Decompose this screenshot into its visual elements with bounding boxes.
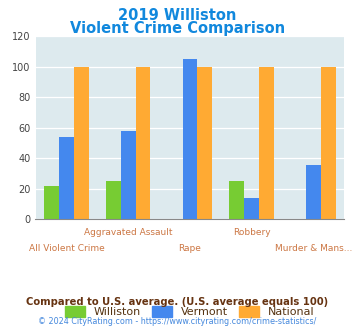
Bar — [121, 131, 136, 219]
Bar — [182, 59, 197, 219]
Legend: Williston, Vermont, National: Williston, Vermont, National — [61, 302, 319, 322]
Bar — [259, 67, 274, 219]
Text: All Violent Crime: All Violent Crime — [28, 244, 104, 253]
Text: Murder & Mans...: Murder & Mans... — [275, 244, 352, 253]
Bar — [44, 186, 59, 219]
Bar — [74, 67, 89, 219]
Bar — [306, 164, 321, 219]
Text: Violent Crime Comparison: Violent Crime Comparison — [70, 21, 285, 36]
Bar — [244, 198, 259, 219]
Bar — [136, 67, 151, 219]
Bar — [197, 67, 212, 219]
Text: Robbery: Robbery — [233, 228, 271, 237]
Bar — [59, 137, 74, 219]
Text: Aggravated Assault: Aggravated Assault — [84, 228, 173, 237]
Bar — [106, 181, 121, 219]
Bar — [229, 181, 244, 219]
Text: Rape: Rape — [179, 244, 201, 253]
Text: © 2024 CityRating.com - https://www.cityrating.com/crime-statistics/: © 2024 CityRating.com - https://www.city… — [38, 317, 317, 326]
Text: Compared to U.S. average. (U.S. average equals 100): Compared to U.S. average. (U.S. average … — [26, 297, 329, 307]
Text: 2019 Williston: 2019 Williston — [118, 8, 237, 23]
Bar — [321, 67, 336, 219]
